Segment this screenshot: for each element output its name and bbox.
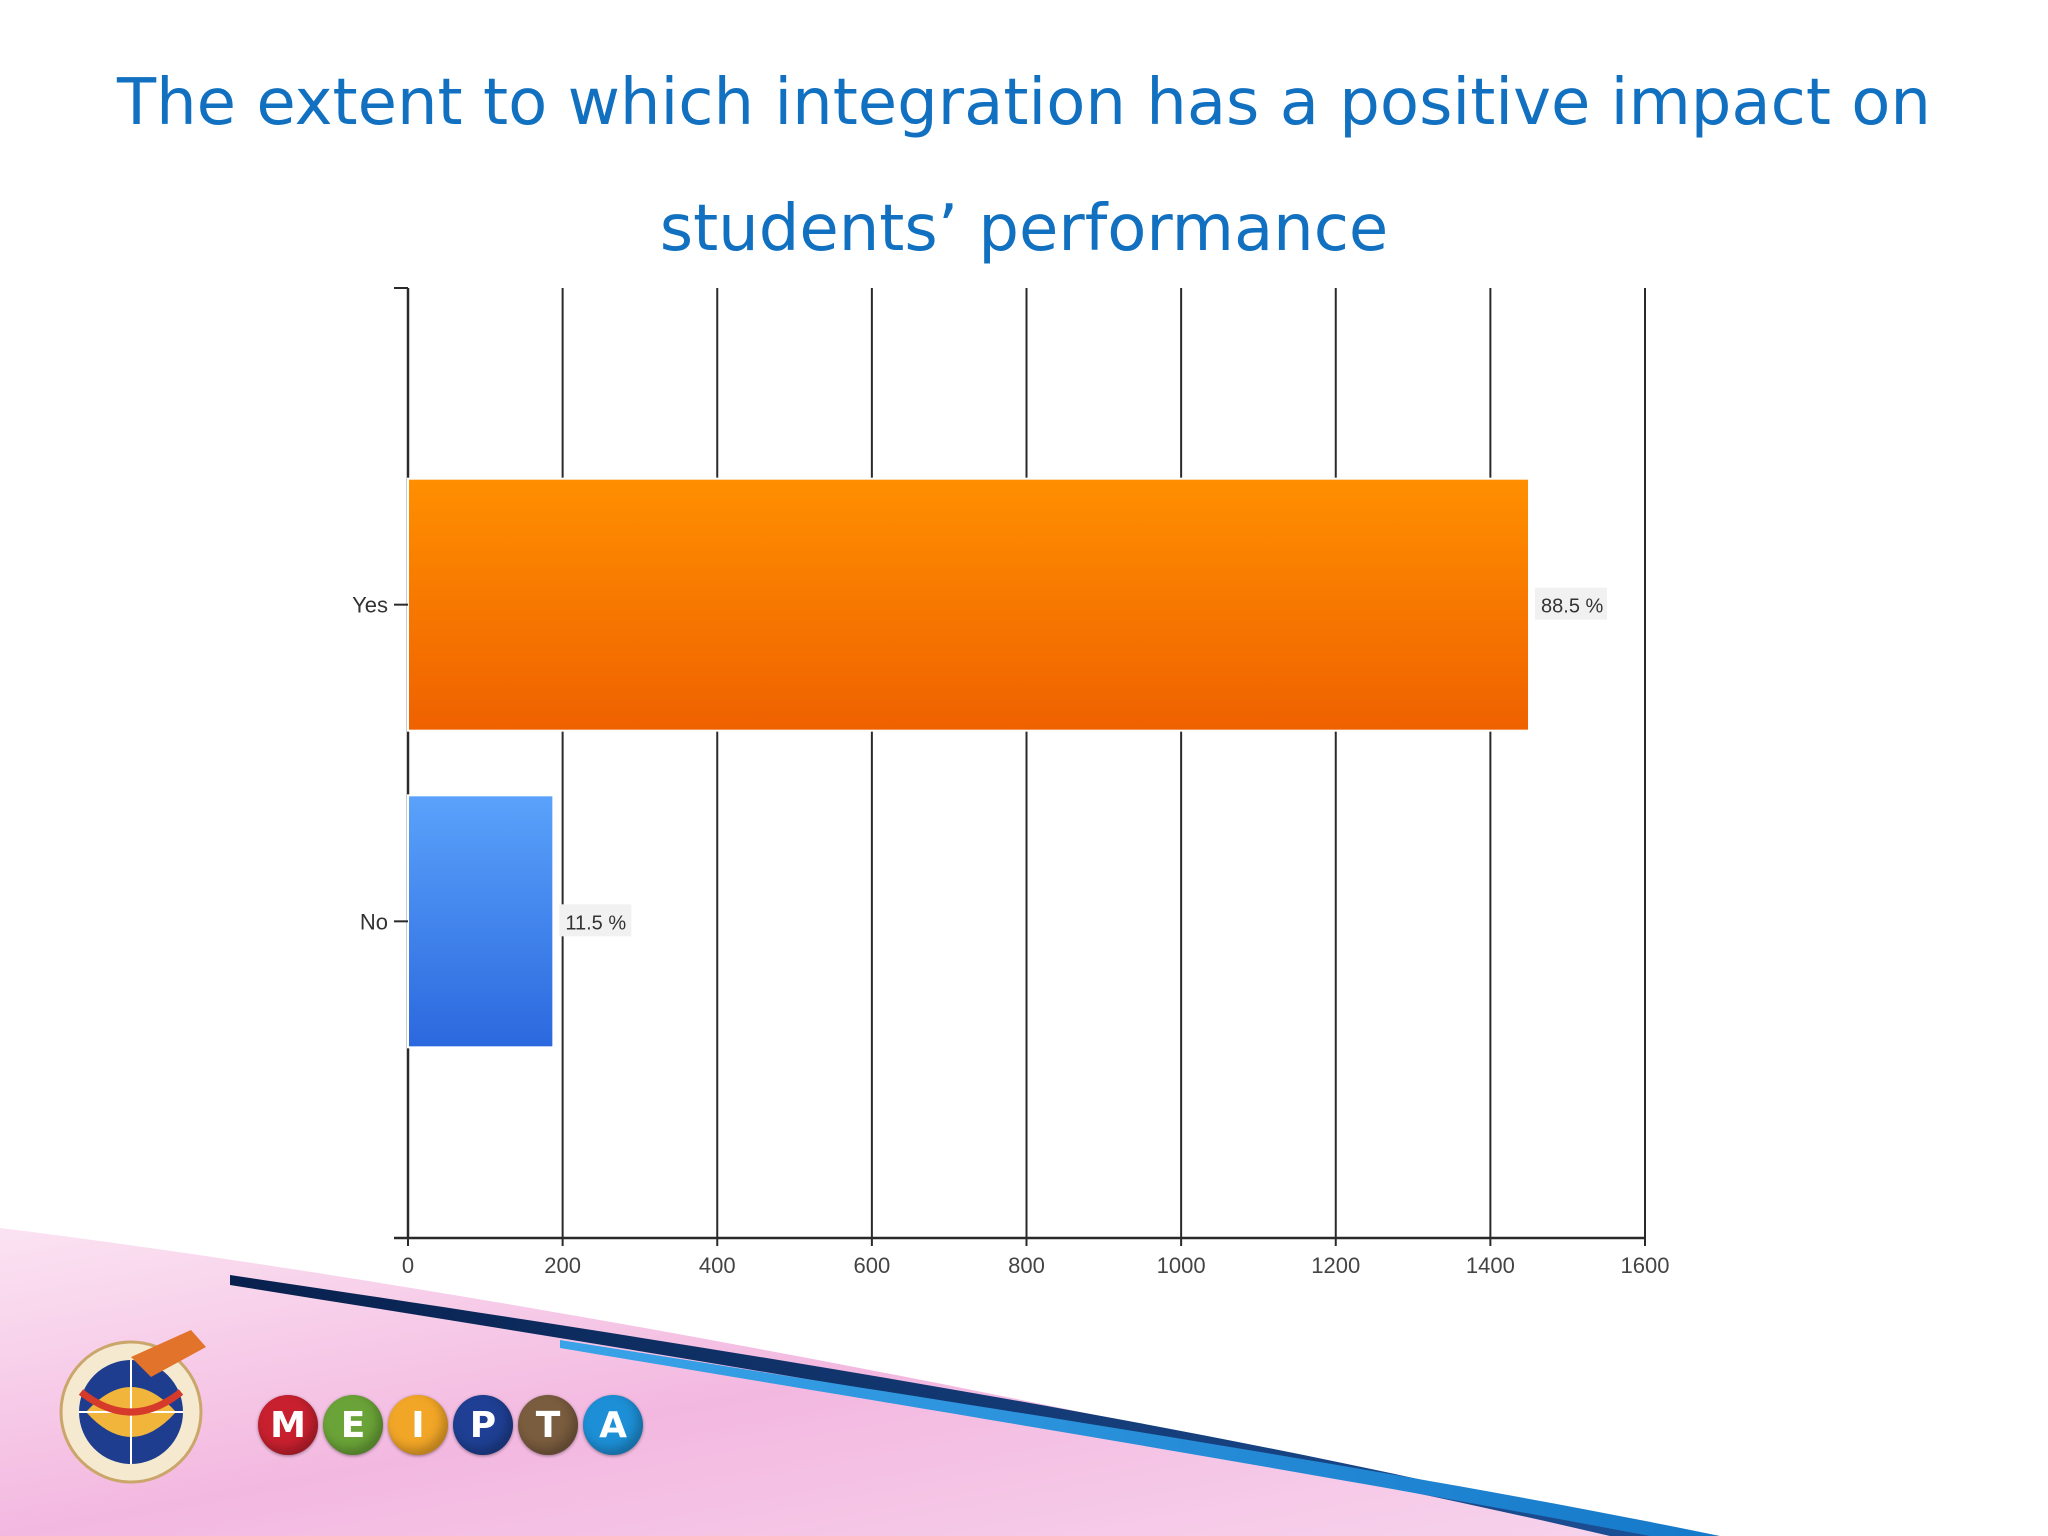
bar-no <box>407 794 555 1049</box>
x-tick-label: 1000 <box>1157 1253 1206 1278</box>
data-label-bg <box>559 904 632 937</box>
slide-title-line: students’ performance <box>659 192 1389 266</box>
slide-title-line: The extent to which integration has a po… <box>117 66 1931 140</box>
brand-letter: E <box>323 1395 383 1455</box>
y-tick-label: Yes <box>352 593 388 618</box>
brand-letter: A <box>583 1395 643 1455</box>
bar-chart: 0 200 400 600 800 1000 1200 1400 1600 Yes 88.5 % No… <box>352 287 1670 1278</box>
brand-letter: I <box>388 1395 448 1455</box>
x-tick-label: 1400 <box>1466 1253 1515 1278</box>
data-label: 11.5 % <box>565 912 626 934</box>
brand-letter: M <box>258 1395 318 1455</box>
x-tick-label: 0 <box>402 1253 414 1278</box>
brand-logo: M E I P T A <box>258 1395 643 1455</box>
slide-title: The extent to which integration has a po… <box>0 40 2048 292</box>
bar-yes <box>407 477 1531 732</box>
brand-letter: P <box>453 1395 513 1455</box>
x-tick-label: 800 <box>1008 1253 1045 1278</box>
data-label: 88.5 % <box>1541 596 1603 618</box>
data-label-bg <box>1535 587 1608 620</box>
x-tick-label: 1200 <box>1311 1253 1360 1278</box>
x-tick-label: 1600 <box>1621 1253 1670 1278</box>
y-tick-label: No <box>360 909 388 934</box>
ministry-crest-icon <box>59 1330 206 1484</box>
brand-letter: T <box>518 1395 578 1455</box>
x-tick-label: 200 <box>544 1253 581 1278</box>
x-tick-label: 600 <box>854 1253 891 1278</box>
x-tick-label: 400 <box>699 1253 736 1278</box>
